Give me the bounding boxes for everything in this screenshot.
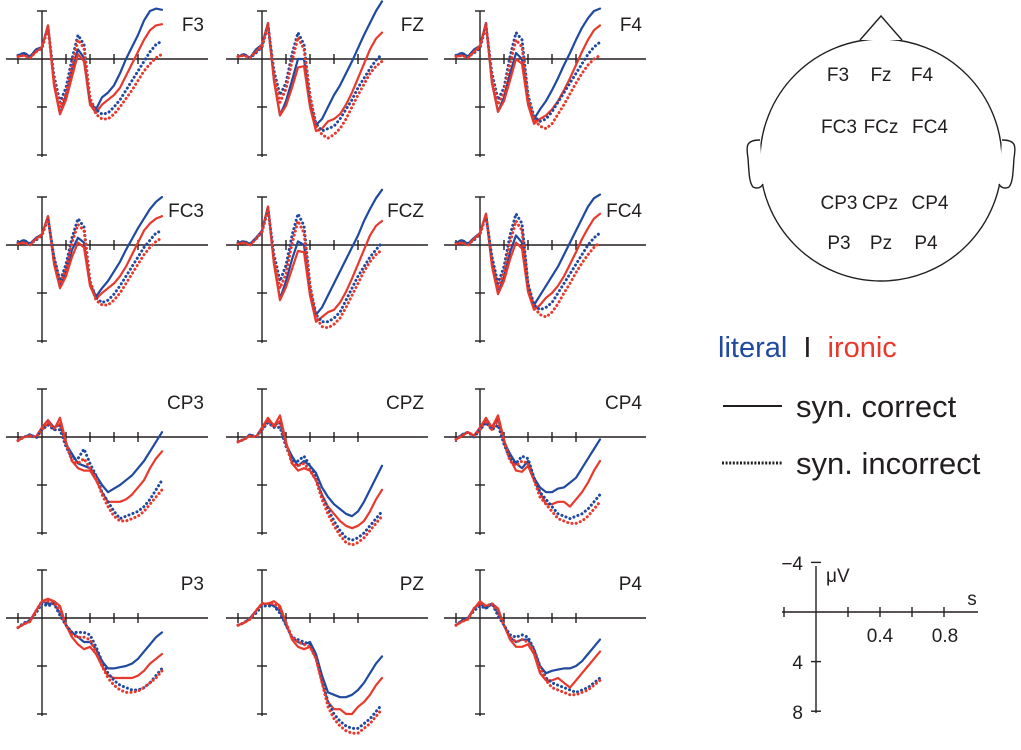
panel-label: P4: [619, 574, 643, 595]
series-ironic-incorrect: [454, 418, 602, 525]
electrode-label: F3: [827, 65, 849, 86]
erp-panel-p4: P4: [444, 569, 646, 716]
series-ironic-incorrect: [236, 207, 384, 330]
series-ironic-incorrect: [454, 213, 602, 319]
series-ironic-correct: [16, 597, 164, 680]
series-ironic-correct: [454, 21, 602, 125]
erp-panel-cpz: CPZ: [226, 388, 428, 547]
electrode-label: CP3: [821, 193, 858, 214]
right-ear-shape: [998, 139, 1016, 189]
series-literal-incorrect: [16, 217, 164, 305]
scale-x-unit: s: [967, 589, 977, 610]
panel-label: FCZ: [387, 201, 424, 222]
electrode-label: F4: [911, 65, 934, 86]
series-literal-incorrect: [236, 207, 384, 324]
panel-label: CP4: [605, 393, 642, 414]
legend: literal I ironic syn. correct syn. incor…: [718, 332, 981, 481]
erp-panel-fc3: FC3: [6, 195, 208, 343]
series-ironic-incorrect: [16, 215, 164, 307]
legend-condition-line: literal I ironic: [718, 332, 897, 364]
series-ironic-incorrect: [454, 602, 602, 697]
erp-panel-pz: PZ: [226, 569, 428, 735]
electrode-label: CPz: [862, 193, 898, 214]
erp-panel-p3: P3: [6, 569, 208, 716]
panel-label: F4: [620, 15, 643, 36]
erp-panel-f3: F3: [6, 7, 208, 157]
erp-panel-cp3: CP3: [6, 388, 208, 535]
series-ironic-correct: [236, 21, 384, 133]
electrode-label: P4: [914, 233, 938, 254]
scale-y-tick-label: 4: [792, 653, 803, 674]
scale-y-tick-label: −4: [781, 554, 803, 575]
series-ironic-incorrect: [16, 26, 164, 121]
electrode-label: FCz: [864, 117, 899, 138]
legend-separator: I: [803, 332, 811, 364]
electrode-label: Fz: [870, 65, 891, 86]
series-ironic-correct: [236, 205, 384, 323]
scale-bar: −4 4 8 μV 0.4 0.8 s: [781, 554, 978, 724]
erp-panel-f4: F4: [444, 7, 646, 157]
electrode-label: CP4: [912, 193, 949, 214]
erp-panel-fz: FZ: [226, 0, 428, 157]
scale-y-tick-label: 8: [792, 703, 803, 724]
scale-x-tick-label: 0.8: [932, 626, 958, 647]
panel-label: F3: [182, 15, 204, 36]
legend-correct-label: syn. correct: [796, 389, 957, 424]
erp-panel-cp4: CP4: [444, 388, 646, 535]
panel-label: PZ: [400, 574, 425, 595]
series-ironic-incorrect: [236, 23, 384, 140]
electrode-labels: F3 Fz F4 FC3 FCz FC4 CP3 CPz CP4 P3 Pz P4: [821, 65, 949, 254]
electrode-label: Pz: [870, 233, 892, 254]
panel-label: P3: [181, 574, 204, 595]
erp-panel-fc4: FC4: [444, 193, 646, 343]
legend-literal: literal: [718, 332, 787, 364]
electrode-label: FC3: [821, 117, 857, 138]
panel-label: FZ: [401, 15, 425, 36]
series-ironic-incorrect: [236, 418, 384, 547]
panel-label: CPZ: [386, 393, 424, 414]
scale-y-unit: μV: [826, 566, 850, 587]
series-ironic-incorrect: [236, 602, 384, 735]
head-map: F3 Fz F4 FC3 FCz FC4 CP3 CPz CP4 P3 Pz P4: [746, 14, 1016, 282]
electrode-label: P3: [827, 233, 850, 254]
scale-x-tick-label: 0.4: [867, 626, 894, 647]
legend-ironic: ironic: [828, 332, 897, 364]
series-ironic-incorrect: [16, 599, 164, 694]
series-ironic-incorrect: [454, 23, 602, 131]
series-ironic-correct: [16, 416, 164, 503]
erp-panel-grid: F3 FZ F4 FC3 FCZ FC4 CP3 CPZ CP4 P3 PZ P4: [6, 0, 646, 735]
electrode-label: FC4: [912, 117, 948, 138]
series-literal-incorrect: [236, 604, 384, 730]
erp-panel-fcz: FCZ: [226, 188, 428, 343]
nose-shape: [859, 14, 903, 41]
panel-label: FC4: [606, 201, 642, 222]
panel-label: CP3: [167, 393, 204, 414]
left-ear-shape: [746, 139, 764, 189]
series-literal-incorrect: [454, 602, 602, 694]
panel-label: FC3: [168, 201, 204, 222]
series-ironic-incorrect: [16, 421, 164, 523]
legend-incorrect-label: syn. incorrect: [796, 446, 981, 481]
